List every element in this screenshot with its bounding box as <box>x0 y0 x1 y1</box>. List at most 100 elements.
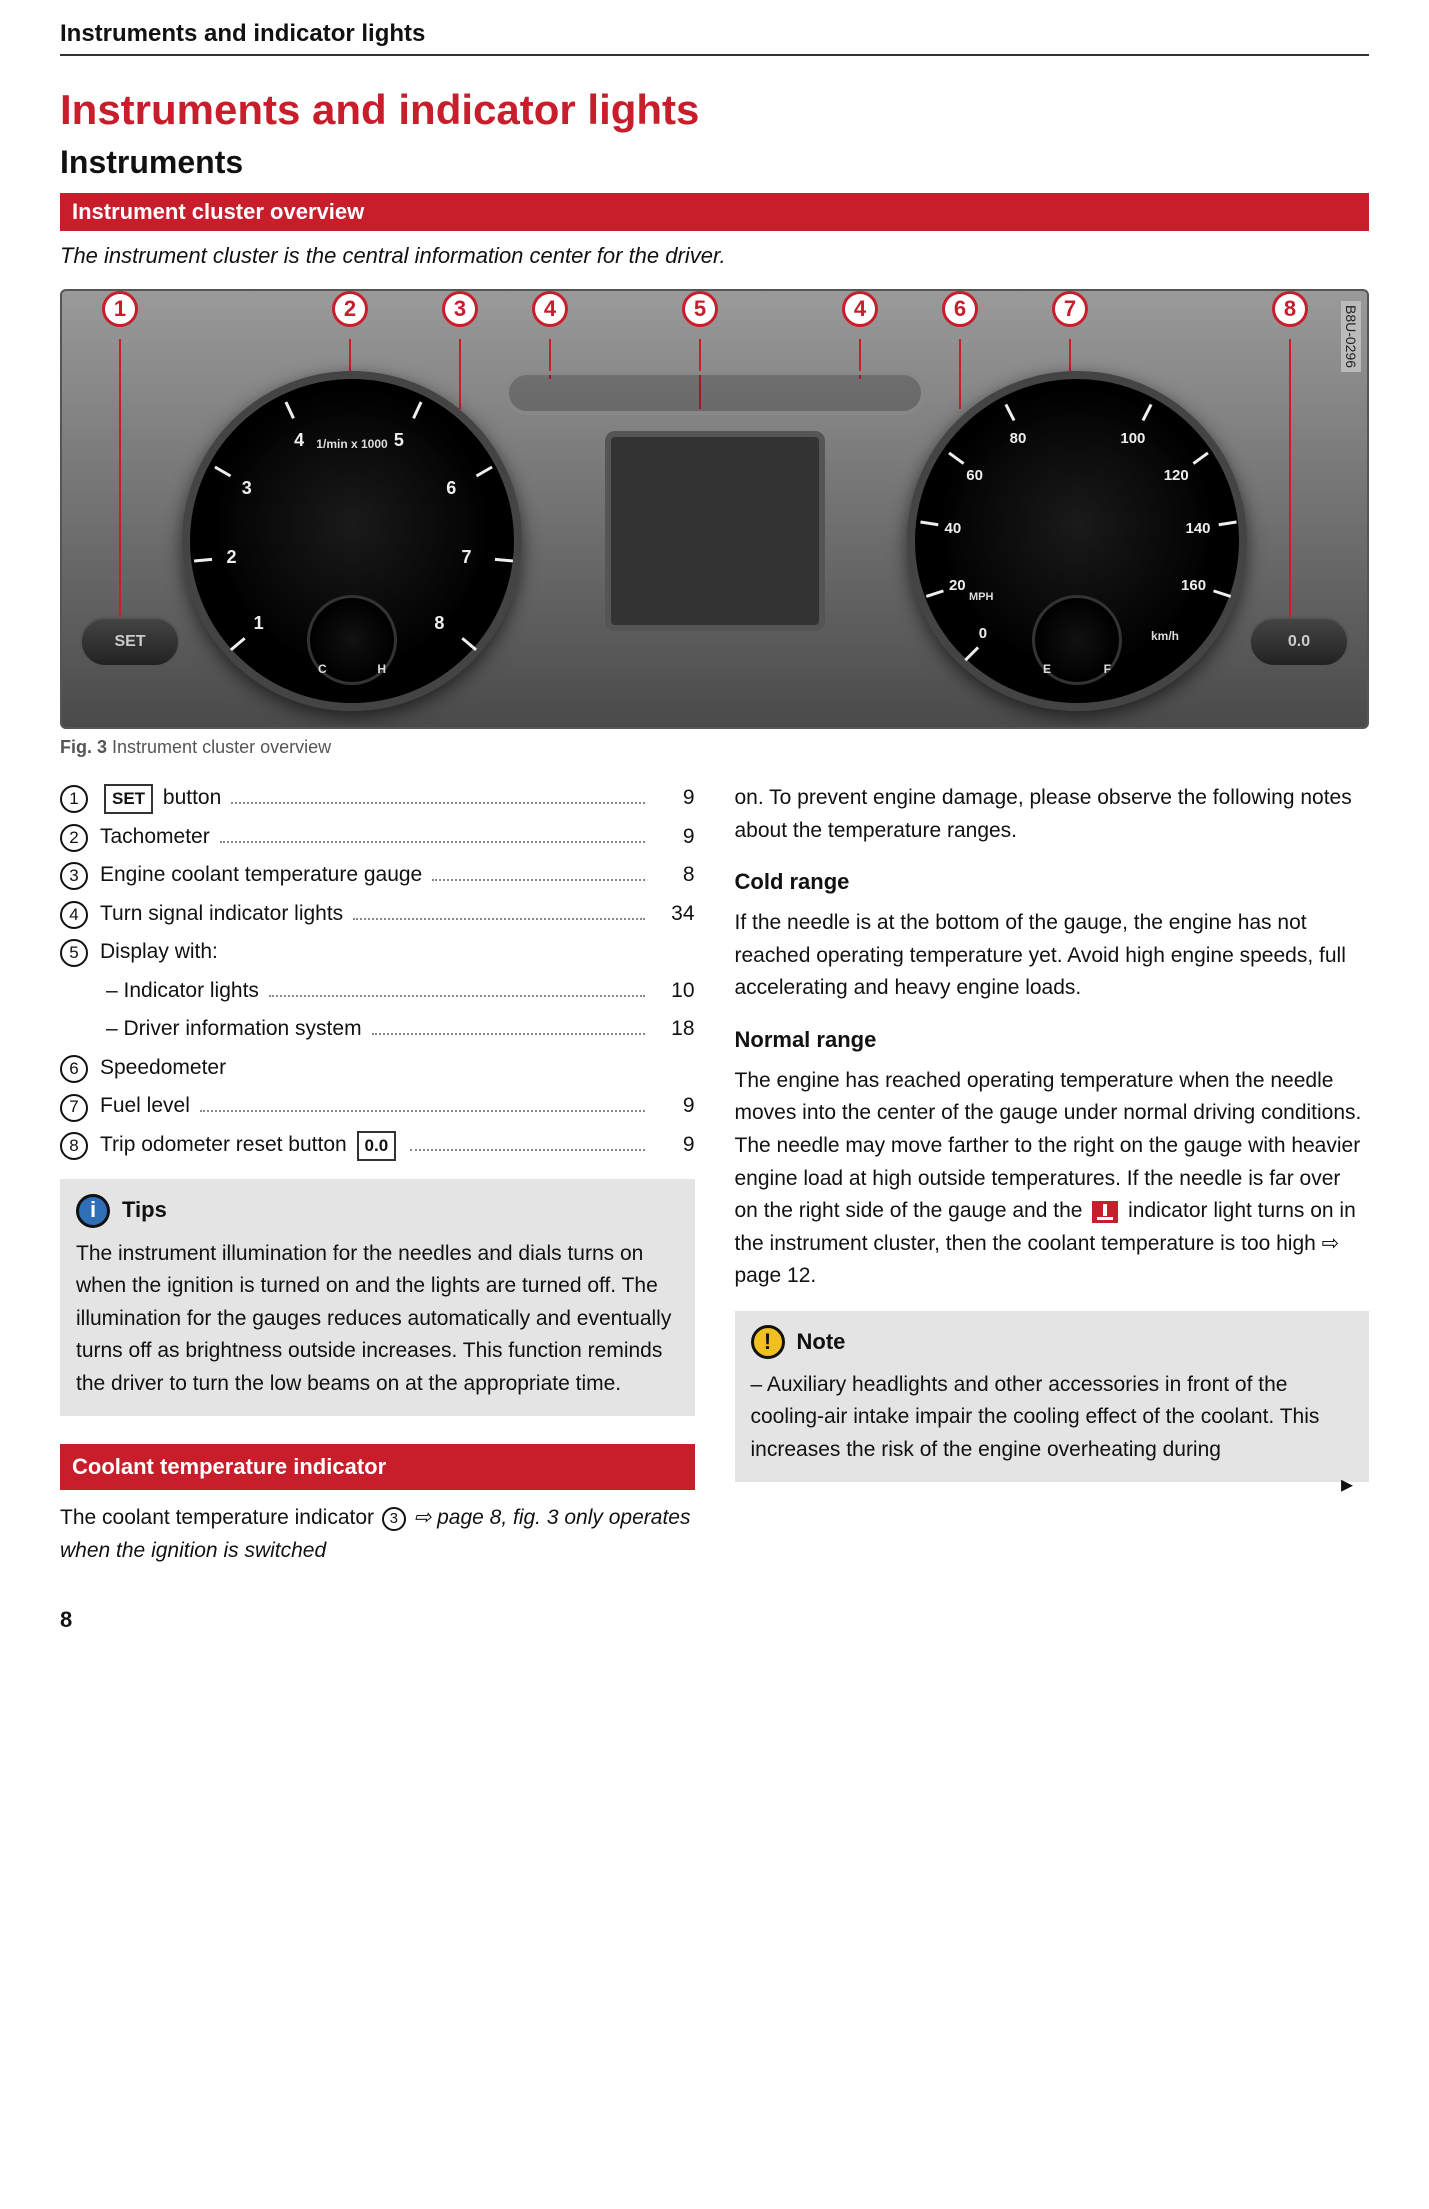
speedo-kmh: km/h <box>1151 629 1179 643</box>
legend-page: 9 <box>655 1129 695 1162</box>
legend-label: Engine coolant temperature gauge <box>100 859 422 892</box>
tach-num: 5 <box>394 430 404 451</box>
callout-6: 6 <box>942 291 978 327</box>
tips-title: Tips <box>122 1193 167 1227</box>
speedo-num: 40 <box>945 520 962 537</box>
callout-8: 8 <box>1272 291 1308 327</box>
fuel-e: E <box>1043 662 1051 676</box>
boxed-label: SET <box>104 784 153 814</box>
callout-7: 7 <box>1052 291 1088 327</box>
topic-bar-coolant: Coolant temperature indicator <box>60 1444 695 1490</box>
legend-label: Turn signal indicator lights <box>100 898 343 931</box>
legend-label: Fuel level <box>100 1090 190 1123</box>
ref-circle-3: 3 <box>382 1507 406 1531</box>
legend-item: 6Speedometer <box>60 1052 695 1085</box>
trip-reset-button[interactable]: 0.0 <box>1249 617 1349 667</box>
callout-4: 4 <box>842 291 878 327</box>
coolant-warning-icon <box>1092 1201 1118 1223</box>
speedo-num: 140 <box>1185 520 1210 537</box>
center-display <box>605 431 825 631</box>
coolant-h: H <box>377 662 386 676</box>
speedo-num: 60 <box>966 467 983 484</box>
figure-caption-text: Instrument cluster overview <box>112 737 331 757</box>
legend-item: 1 SET button 9 <box>60 782 695 815</box>
speedo-num: 20 <box>949 577 966 594</box>
note-title: Note <box>797 1325 846 1359</box>
set-button[interactable]: SET <box>80 617 180 667</box>
coolant-subgauge: C H <box>307 595 397 685</box>
legend-subitem: – Driver information system 18 <box>60 1013 695 1046</box>
tach-num: 6 <box>446 478 456 499</box>
tips-box: i Tips The instrument illumination for t… <box>60 1179 695 1416</box>
figure-number: Fig. 3 <box>60 737 107 757</box>
note-body: – Auxiliary headlights and other accesso… <box>751 1369 1354 1467</box>
info-icon: i <box>76 1194 110 1228</box>
tach-num: 7 <box>462 547 472 568</box>
legend-sublabel: – Indicator lights <box>106 975 259 1008</box>
left-column: 1 SET button 9 2Tachometer9 3 Engine coolant … <box>60 782 695 1567</box>
legend-sublabel: – Driver information system <box>106 1013 362 1046</box>
normal-range-heading: Normal range <box>735 1023 1370 1057</box>
section-title: Instruments and indicator lights <box>60 86 1369 134</box>
legend-item: 8Trip odometer reset button 0.09 <box>60 1129 695 1162</box>
note-box: ! Note – Auxiliary headlights and other … <box>735 1311 1370 1483</box>
subsection-title: Instruments <box>60 144 1369 181</box>
right-column: on. To prevent engine damage, please obs… <box>735 782 1370 1567</box>
legend-number: 1 <box>60 785 88 813</box>
speedo-num: 160 <box>1181 577 1206 594</box>
fuel-subgauge: E F <box>1032 595 1122 685</box>
speedo-num: 0 <box>979 625 987 642</box>
running-header: Instruments and indicator lights <box>60 20 1369 56</box>
callout-2: 2 <box>332 291 368 327</box>
legend-number: 3 <box>60 862 88 890</box>
coolant-text-a: The coolant temperature indicator <box>60 1506 380 1529</box>
coolant-c: C <box>318 662 327 676</box>
legend-page: 10 <box>655 975 695 1008</box>
leader-line <box>959 339 961 409</box>
page-number: 8 <box>60 1607 1369 1633</box>
warning-light-bar <box>505 371 925 415</box>
legend-number: 8 <box>60 1132 88 1160</box>
callout-3: 3 <box>442 291 478 327</box>
figure-code: B8U-0296 <box>1341 301 1361 372</box>
leader-line <box>459 339 461 409</box>
callout-5: 5 <box>682 291 718 327</box>
legend-item: 2Tachometer9 <box>60 821 695 854</box>
legend-label: Display with: <box>100 936 218 969</box>
continued-arrow-icon: ▸ <box>1341 1466 1353 1503</box>
legend-list: 1 SET button 9 2Tachometer9 3 Engine coolant … <box>60 782 695 1161</box>
legend-item: 4 Turn signal indicator lights 34 <box>60 898 695 931</box>
leader-line <box>1289 339 1291 639</box>
legend-page: 34 <box>655 898 695 931</box>
topic-bar-overview: Instrument cluster overview <box>60 193 1369 231</box>
instrument-cluster-figure: B8U-0296 123454678 1/min x 1000 12345678… <box>60 289 1369 729</box>
tachometer-gauge: 1/min x 1000 12345678 C H <box>182 371 522 711</box>
legend-label: Speedometer <box>100 1052 226 1085</box>
speedo-mph: MPH <box>969 591 993 603</box>
coolant-paragraph: The coolant temperature indicator 3 ⇨ pa… <box>60 1502 695 1567</box>
intro-text: The instrument cluster is the central in… <box>60 243 1369 269</box>
tach-num: 1 <box>254 613 264 634</box>
tach-num: 4 <box>294 430 304 451</box>
speedo-num: 120 <box>1164 467 1189 484</box>
legend-number: 4 <box>60 901 88 929</box>
figure-caption: Fig. 3 Instrument cluster overview <box>60 737 1369 758</box>
speedo-num: 80 <box>1010 430 1027 447</box>
legend-number: 5 <box>60 939 88 967</box>
legend-page: 9 <box>655 1090 695 1123</box>
legend-number: 2 <box>60 824 88 852</box>
callout-4: 4 <box>532 291 568 327</box>
tips-body: The instrument illumination for the need… <box>76 1238 679 1401</box>
cold-range-body: If the needle is at the bottom of the ga… <box>735 907 1370 1005</box>
legend-subitem: – Indicator lights 10 <box>60 975 695 1008</box>
legend-page: 8 <box>655 859 695 892</box>
tach-num: 2 <box>226 547 236 568</box>
legend-item: 3 Engine coolant temperature gauge 8 <box>60 859 695 892</box>
legend-label: SET button <box>100 782 221 815</box>
legend-page: 18 <box>655 1013 695 1046</box>
legend-number: 7 <box>60 1094 88 1122</box>
normal-range-body: The engine has reached operating tempera… <box>735 1065 1370 1293</box>
speedometer-gauge: km/h MPH 020406080100120140160 E F <box>907 371 1247 711</box>
fuel-f: F <box>1104 662 1111 676</box>
legend-page: 9 <box>655 782 695 815</box>
